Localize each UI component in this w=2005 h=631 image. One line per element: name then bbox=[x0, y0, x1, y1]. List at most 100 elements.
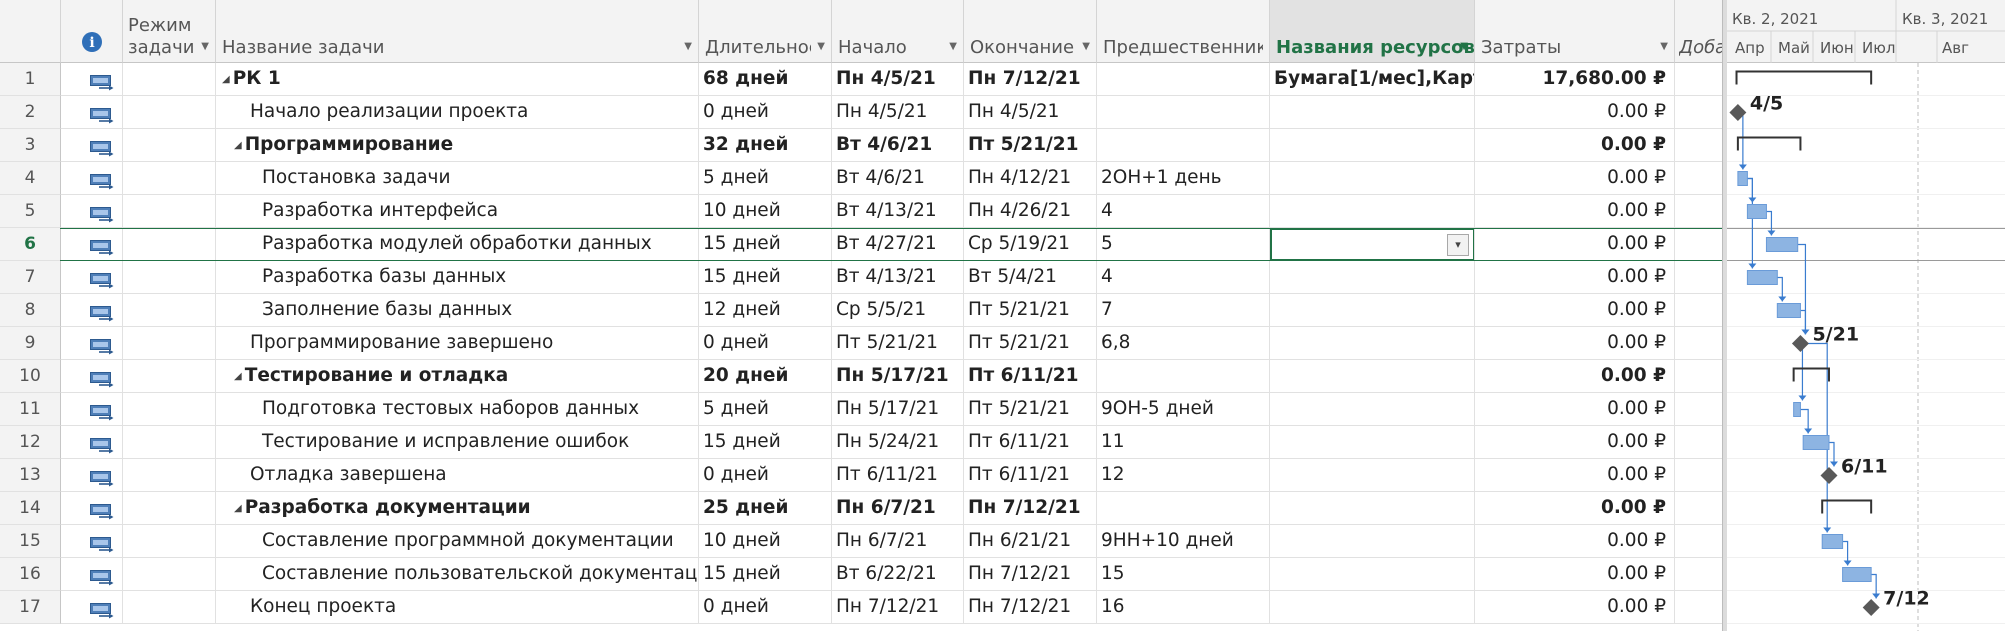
chevron-down-icon[interactable]: ▼ bbox=[1460, 41, 1468, 52]
cell-name[interactable]: Разработка интерфейса bbox=[216, 195, 699, 228]
cell-finish[interactable]: Пн 6/21/21 bbox=[964, 525, 1097, 558]
cell-start[interactable]: Вт 4/6/21 bbox=[832, 129, 964, 162]
cell-res[interactable] bbox=[1270, 558, 1475, 591]
row-header[interactable]: 14 bbox=[0, 492, 61, 525]
cell-name[interactable]: Разработка модулей обработки данных bbox=[216, 228, 699, 261]
cell-cost[interactable]: 0.00 ₽ bbox=[1475, 591, 1675, 624]
chevron-down-icon[interactable]: ▼ bbox=[1660, 41, 1668, 52]
cell-duration[interactable]: 0 дней bbox=[699, 96, 832, 129]
cell-gap[interactable] bbox=[123, 261, 216, 294]
cell-gap[interactable] bbox=[123, 228, 216, 261]
header-task-mode[interactable]: Режим задачи ▼ bbox=[123, 0, 216, 63]
cell-start[interactable]: Вт 4/13/21 bbox=[832, 261, 964, 294]
chevron-down-icon[interactable]: ▼ bbox=[949, 41, 957, 52]
cell-gap[interactable] bbox=[123, 426, 216, 459]
cell-add[interactable] bbox=[1675, 327, 1727, 360]
cell-finish[interactable]: Ср 5/19/21 bbox=[964, 228, 1097, 261]
cell-res[interactable] bbox=[1270, 261, 1475, 294]
chevron-down-icon[interactable]: ▼ bbox=[1082, 41, 1090, 52]
cell-add[interactable] bbox=[1675, 96, 1727, 129]
cell-cost[interactable]: 0.00 ₽ bbox=[1475, 492, 1675, 525]
cell-gap[interactable] bbox=[123, 96, 216, 129]
cell-name[interactable]: Отладка завершена bbox=[216, 459, 699, 492]
cell-cost[interactable]: 0.00 ₽ bbox=[1475, 162, 1675, 195]
cell-start[interactable]: Ср 5/5/21 bbox=[832, 294, 964, 327]
row-header[interactable]: 11 bbox=[0, 393, 61, 426]
cell-pred[interactable]: 12 bbox=[1097, 459, 1270, 492]
task-row[interactable]: 4 Постановка задачи 5 дней Вт 4/6/21 Пн 4/12… bbox=[0, 162, 1727, 195]
task-row[interactable]: 13 Отладка завершена 0 дней Пт 6/11/21 Пт 6/… bbox=[0, 459, 1727, 492]
task-row[interactable]: 16 Составление пользовательской документа… bbox=[0, 558, 1727, 591]
cell-cost[interactable]: 0.00 ₽ bbox=[1475, 558, 1675, 591]
cell-add[interactable] bbox=[1675, 360, 1727, 393]
cell-gap[interactable] bbox=[123, 492, 216, 525]
row-header[interactable]: 1 bbox=[0, 63, 61, 96]
cell-add[interactable] bbox=[1675, 261, 1727, 294]
cell-gap[interactable] bbox=[123, 162, 216, 195]
cell-name[interactable]: Разработка базы данных bbox=[216, 261, 699, 294]
cell-name[interactable]: ◢ Разработка документации bbox=[216, 492, 699, 525]
cell-pred[interactable]: 4 bbox=[1097, 261, 1270, 294]
cell-pred[interactable]: 9НН+10 дней bbox=[1097, 525, 1270, 558]
cell-mode[interactable] bbox=[61, 96, 123, 129]
collapse-icon[interactable]: ◢ bbox=[234, 140, 242, 151]
cell-gap[interactable] bbox=[123, 558, 216, 591]
chevron-down-icon[interactable]: ▼ bbox=[684, 41, 692, 52]
cell-res[interactable]: ▾ bbox=[1270, 228, 1475, 261]
row-header[interactable]: 4 bbox=[0, 162, 61, 195]
row-header[interactable]: 12 bbox=[0, 426, 61, 459]
resource-editor[interactable]: ▾ bbox=[1270, 228, 1474, 260]
gantt-chart[interactable]: Кв. 2, 2021 Кв. 3, 2021 Апр Май Июн Июл … bbox=[1727, 0, 2005, 631]
task-row[interactable]: 6 Разработка модулей обработки данных 15 д… bbox=[0, 228, 1727, 261]
row-header[interactable]: 17 bbox=[0, 591, 61, 624]
cell-start[interactable]: Пн 7/12/21 bbox=[832, 591, 964, 624]
cell-duration[interactable]: 20 дней bbox=[699, 360, 832, 393]
cell-mode[interactable] bbox=[61, 129, 123, 162]
cell-start[interactable]: Пн 5/17/21 bbox=[832, 393, 964, 426]
cell-finish[interactable]: Пн 4/5/21 bbox=[964, 96, 1097, 129]
cell-add[interactable] bbox=[1675, 162, 1727, 195]
row-header[interactable]: 13 bbox=[0, 459, 61, 492]
row-header[interactable]: 7 bbox=[0, 261, 61, 294]
cell-name[interactable]: Составление пользовательской документаци… bbox=[216, 558, 699, 591]
task-row[interactable]: 11 Подготовка тестовых наборов данных 5 дн… bbox=[0, 393, 1727, 426]
cell-cost[interactable]: 17,680.00 ₽ bbox=[1475, 63, 1675, 96]
cell-gap[interactable] bbox=[123, 525, 216, 558]
cell-mode[interactable] bbox=[61, 195, 123, 228]
cell-name[interactable]: ◢ Программирование bbox=[216, 129, 699, 162]
task-row[interactable]: 1 ◢ РК 1 68 дней Пн 4/5/21 Пн 7/12/21 Бумага[1… bbox=[0, 63, 1727, 96]
cell-pred[interactable]: 7 bbox=[1097, 294, 1270, 327]
cell-cost[interactable]: 0.00 ₽ bbox=[1475, 195, 1675, 228]
cell-finish[interactable]: Пт 5/21/21 bbox=[964, 393, 1097, 426]
header-indicators[interactable]: i bbox=[61, 0, 123, 63]
cell-finish[interactable]: Пт 6/11/21 bbox=[964, 426, 1097, 459]
cell-res[interactable] bbox=[1270, 426, 1475, 459]
cell-gap[interactable] bbox=[123, 360, 216, 393]
cell-gap[interactable] bbox=[123, 591, 216, 624]
cell-pred[interactable]: 6,8 bbox=[1097, 327, 1270, 360]
select-all-corner[interactable] bbox=[0, 0, 61, 63]
collapse-icon[interactable]: ◢ bbox=[234, 371, 242, 382]
header-cost[interactable]: Затраты ▼ bbox=[1475, 0, 1675, 63]
cell-res[interactable] bbox=[1270, 525, 1475, 558]
cell-add[interactable] bbox=[1675, 558, 1727, 591]
header-task-name[interactable]: Название задачи ▼ bbox=[216, 0, 699, 63]
cell-mode[interactable] bbox=[61, 63, 123, 96]
cell-name[interactable]: Начало реализации проекта bbox=[216, 96, 699, 129]
cell-finish[interactable]: Пн 7/12/21 bbox=[964, 591, 1097, 624]
cell-mode[interactable] bbox=[61, 558, 123, 591]
cell-start[interactable]: Пн 4/5/21 bbox=[832, 63, 964, 96]
cell-add[interactable] bbox=[1675, 591, 1727, 624]
cell-pred[interactable]: 2ОН+1 день bbox=[1097, 162, 1270, 195]
cell-start[interactable]: Вт 4/13/21 bbox=[832, 195, 964, 228]
cell-cost[interactable]: 0.00 ₽ bbox=[1475, 327, 1675, 360]
cell-name[interactable]: ◢ РК 1 bbox=[216, 63, 699, 96]
cell-duration[interactable]: 10 дней bbox=[699, 525, 832, 558]
cell-pred[interactable] bbox=[1097, 63, 1270, 96]
cell-mode[interactable] bbox=[61, 228, 123, 261]
cell-finish[interactable]: Вт 5/4/21 bbox=[964, 261, 1097, 294]
cell-pred[interactable]: 15 bbox=[1097, 558, 1270, 591]
header-finish[interactable]: Окончание ▼ bbox=[964, 0, 1097, 63]
cell-duration[interactable]: 0 дней bbox=[699, 459, 832, 492]
row-header[interactable]: 9 bbox=[0, 327, 61, 360]
